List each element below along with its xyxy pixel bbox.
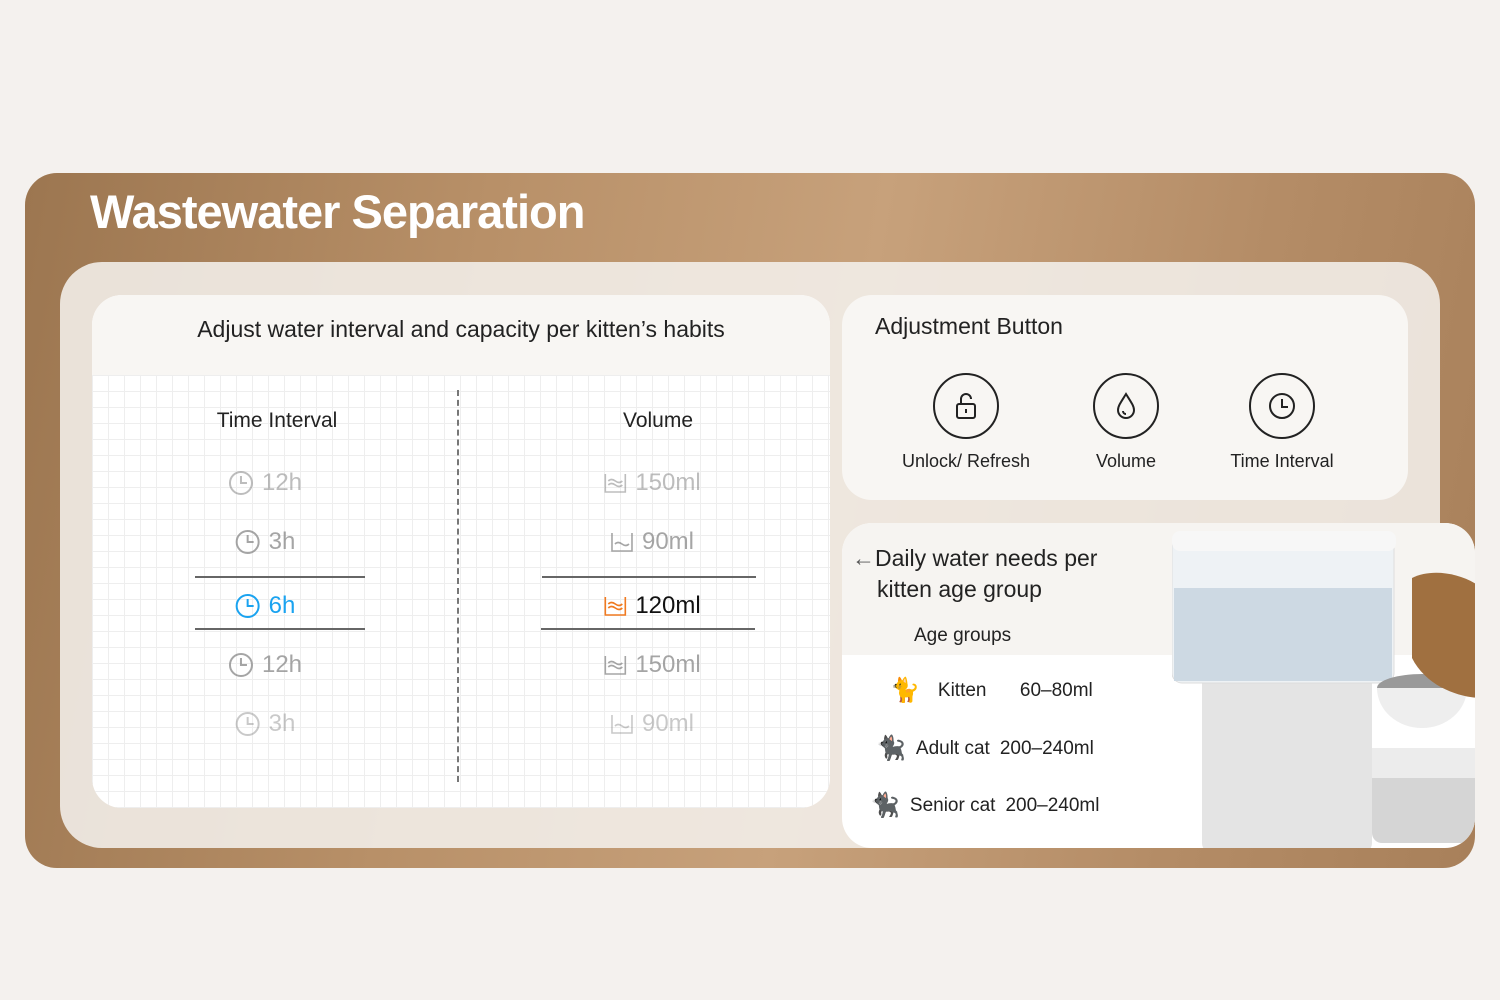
water-level-icon: [604, 656, 627, 675]
time-value: 3h: [268, 528, 296, 555]
time-option[interactable]: 3h: [235, 528, 296, 556]
settings-card: Adjust water interval and capacity per k…: [92, 295, 830, 808]
column-divider: [457, 390, 459, 782]
group-name: Senior cat: [909, 794, 996, 816]
group-amount: 60–80ml: [1019, 679, 1093, 701]
time-value: 12h: [261, 651, 303, 678]
volume-value: 90ml: [641, 710, 695, 737]
time-value: 12h: [261, 469, 303, 496]
clock-icon: [228, 471, 253, 495]
clock-icon: [235, 712, 260, 736]
time-value: 3h: [268, 710, 296, 737]
clock-icon: [235, 594, 260, 618]
water-level-icon: [604, 597, 627, 616]
adjustment-heading: Adjustment Button: [875, 313, 1063, 339]
water-needs-card: ←Daily water needs per kitten age group A…: [842, 523, 1475, 848]
clock-icon: [1269, 393, 1295, 419]
kitten-row: 🐈 Kitten 60–80ml: [890, 676, 1093, 705]
selection-line: [541, 628, 755, 630]
clock-icon: [235, 530, 260, 554]
adult-cat-icon: 🐈‍⬛: [876, 735, 906, 762]
time-value: 6h: [268, 592, 296, 619]
needs-heading: ←Daily water needs per kitten age group: [852, 543, 1097, 605]
volume-option[interactable]: 90ml: [610, 710, 694, 738]
selection-line: [542, 576, 756, 578]
water-fountain-image: [1172, 531, 1475, 848]
time-option[interactable]: 6h: [235, 592, 296, 620]
heading-line: Daily water needs per: [875, 545, 1098, 571]
volume-value: 120ml: [635, 592, 701, 619]
adjustment-card: Adjustment Button Unlock/ Refresh Volume…: [842, 295, 1408, 500]
time-interval-button[interactable]: Time Interval: [1207, 373, 1357, 472]
group-name: Kitten: [937, 679, 987, 701]
time-option[interactable]: 3h: [235, 710, 296, 738]
group-amount: 200–240ml: [1005, 794, 1100, 816]
age-groups-label: Age groups: [914, 625, 1012, 646]
settings-grid: Time Interval Volume 12h 150ml 3h 90ml 6…: [92, 375, 830, 808]
group-name: Adult cat: [915, 737, 990, 759]
water-drop-icon: [1116, 392, 1136, 419]
volume-value: 90ml: [641, 528, 695, 555]
water-level-icon: [604, 474, 627, 493]
volume-button[interactable]: Volume: [1051, 373, 1201, 472]
volume-value: 150ml: [635, 651, 701, 678]
clock-icon: [228, 653, 253, 677]
unlock-icon: [956, 393, 976, 419]
time-option[interactable]: 12h: [228, 651, 302, 679]
page-title: Wastewater Separation: [90, 185, 585, 238]
settings-heading: Adjust water interval and capacity per k…: [92, 295, 830, 375]
group-amount: 200–240ml: [999, 737, 1094, 759]
adult-cat-row: 🐈‍⬛ Adult cat 200–240ml: [876, 734, 1094, 763]
time-interval-header: Time Interval: [216, 409, 338, 432]
button-label: Volume: [1095, 451, 1157, 471]
button-label: Time Interval: [1230, 451, 1334, 471]
water-level-icon: [611, 533, 633, 552]
volume-option[interactable]: 150ml: [603, 651, 701, 679]
volume-option[interactable]: 90ml: [610, 528, 694, 556]
unlock-refresh-button[interactable]: Unlock/ Refresh: [891, 373, 1041, 472]
senior-cat-row: 🐈‍⬛ Senior cat 200–240ml: [870, 791, 1099, 820]
volume-header: Volume: [622, 409, 694, 432]
button-label: Unlock/ Refresh: [901, 451, 1031, 471]
volume-value: 150ml: [635, 469, 701, 496]
time-option[interactable]: 12h: [228, 469, 302, 497]
kitten-icon: 🐈: [890, 677, 920, 704]
volume-option[interactable]: 150ml: [603, 469, 701, 497]
selection-line: [195, 576, 365, 578]
selection-line: [195, 628, 365, 630]
heading-line: kitten age group: [877, 576, 1042, 602]
senior-cat-icon: 🐈‍⬛: [870, 792, 900, 819]
volume-option[interactable]: 120ml: [603, 592, 701, 620]
arrow-left-icon: ←: [852, 545, 875, 571]
water-level-icon: [611, 715, 633, 734]
